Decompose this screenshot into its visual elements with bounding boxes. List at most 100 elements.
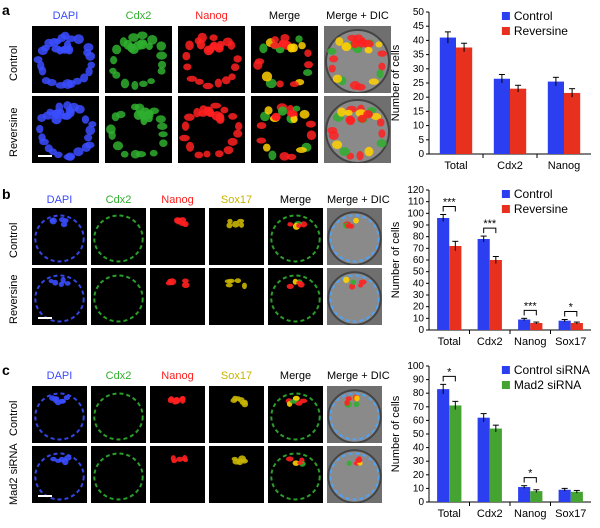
bar xyxy=(437,218,450,330)
y-tick-label: 30 xyxy=(413,456,425,467)
x-tick-label: Cdx2 xyxy=(477,508,503,520)
x-tick-label: Sox17 xyxy=(555,508,586,520)
significance-label: *** xyxy=(483,218,497,230)
channel-label-merge-dic: Merge + DIC xyxy=(327,370,390,382)
y-tick-label: 30 xyxy=(413,64,425,75)
bar xyxy=(530,491,543,502)
micrograph-tile xyxy=(32,386,87,443)
micrograph-tile xyxy=(209,268,264,325)
significance-bracket xyxy=(523,477,537,483)
micrograph-tile xyxy=(91,386,146,443)
y-tick-label: 100 xyxy=(407,361,424,372)
micrograph-tile xyxy=(150,446,205,503)
significance-label: *** xyxy=(524,300,538,312)
y-tick-label: 0 xyxy=(418,325,424,336)
y-tick-label: 40 xyxy=(413,443,425,454)
significance-label: * xyxy=(528,468,533,480)
y-tick-label: 20 xyxy=(413,302,425,313)
bar xyxy=(489,428,502,502)
x-tick-label: Total xyxy=(438,336,461,348)
y-tick-label: 80 xyxy=(413,232,425,243)
legend-label: Reversine xyxy=(514,202,568,216)
legend-swatch xyxy=(501,12,510,20)
micrograph-tile xyxy=(105,96,172,163)
significance-label: * xyxy=(569,302,574,314)
micrograph-tile xyxy=(324,26,391,93)
y-axis-label: Number of cells xyxy=(390,44,402,121)
bar xyxy=(449,405,462,502)
micrograph-tile xyxy=(91,446,146,503)
micrograph-tile xyxy=(268,208,323,265)
panel-letter-a: a xyxy=(2,2,10,18)
channel-label-cdx2: Cdx2 xyxy=(105,370,132,382)
row-label-control: Control xyxy=(8,400,20,436)
micrograph-tile xyxy=(32,208,87,265)
x-tick-label: Total xyxy=(444,160,467,172)
significance-label: *** xyxy=(443,197,457,209)
significance-bracket xyxy=(523,309,537,316)
x-tick-label: Cdx2 xyxy=(477,336,503,348)
micrograph-tile xyxy=(268,268,323,325)
y-tick-label: 30 xyxy=(413,290,425,301)
row-label-reversine: Reversine xyxy=(8,106,20,157)
bar-chart-a: 0 5 10 15 20 25 30 35 40 45 50 Number of cells Total… xyxy=(390,7,591,172)
significance-label: * xyxy=(447,366,452,378)
micrograph-tile xyxy=(105,26,172,93)
bar xyxy=(570,323,583,330)
bar xyxy=(439,37,456,154)
bar xyxy=(477,239,490,330)
significance-bracket xyxy=(564,311,578,317)
panel-letter-b: b xyxy=(2,186,11,202)
channel-label-dapi: DAPI xyxy=(46,194,73,206)
legend-swatch xyxy=(501,205,510,213)
bar xyxy=(518,319,531,330)
row-label-control: Control xyxy=(8,45,20,81)
row-label-control: Control xyxy=(8,222,20,258)
row-label-reversine: Reversine xyxy=(8,273,20,324)
micrograph-tile xyxy=(91,268,146,325)
micrograph-tile xyxy=(324,96,391,163)
micrograph-tile xyxy=(268,386,323,443)
y-tick-label: 110 xyxy=(408,197,424,208)
micrograph-tile xyxy=(251,96,318,163)
channel-label-sox17: Sox17 xyxy=(220,370,253,382)
bar xyxy=(570,491,583,502)
micrograph-tile xyxy=(327,386,382,443)
legend-label: Mad2 siRNA xyxy=(514,378,581,392)
micrograph-tile xyxy=(327,208,382,265)
y-tick-label: 5 xyxy=(418,135,424,146)
micrograph-tile xyxy=(150,268,205,325)
y-tick-label: 120 xyxy=(407,185,424,196)
micrograph-tile xyxy=(150,386,205,443)
channel-label-merge-dic: Merge + DIC xyxy=(327,194,390,206)
legend-label: Control xyxy=(514,187,553,201)
channel-label-dapi: DAPI xyxy=(46,370,73,382)
bar xyxy=(547,81,564,154)
bar xyxy=(558,489,571,502)
micrograph-tile xyxy=(32,446,87,503)
bar xyxy=(456,47,473,154)
bar xyxy=(530,323,543,330)
micrograph-tile xyxy=(209,208,264,265)
channel-label-nanog: Nanog xyxy=(161,370,194,382)
x-tick-label: Nanog xyxy=(514,508,546,520)
y-tick-label: 80 xyxy=(413,388,425,399)
y-tick-label: 60 xyxy=(413,415,425,426)
y-tick-label: 0 xyxy=(418,497,424,508)
x-tick-label: Cdx2 xyxy=(497,160,523,172)
y-tick-label: 50 xyxy=(413,267,425,278)
channel-label-nanog: Nanog xyxy=(195,10,228,22)
bar xyxy=(493,78,510,154)
bar xyxy=(564,92,581,154)
channel-label-sox17: Sox17 xyxy=(220,194,253,206)
channel-label-merge: Merge xyxy=(268,10,301,22)
bar xyxy=(477,417,490,502)
micrograph-tile xyxy=(327,268,382,325)
x-tick-label: Sox17 xyxy=(555,336,586,348)
legend-label: Control siRNA xyxy=(514,363,590,377)
y-tick-label: 15 xyxy=(413,106,425,117)
y-tick-label: 60 xyxy=(413,255,425,266)
y-tick-label: 25 xyxy=(413,78,425,89)
y-tick-label: 35 xyxy=(413,50,425,61)
significance-bracket xyxy=(483,227,497,234)
